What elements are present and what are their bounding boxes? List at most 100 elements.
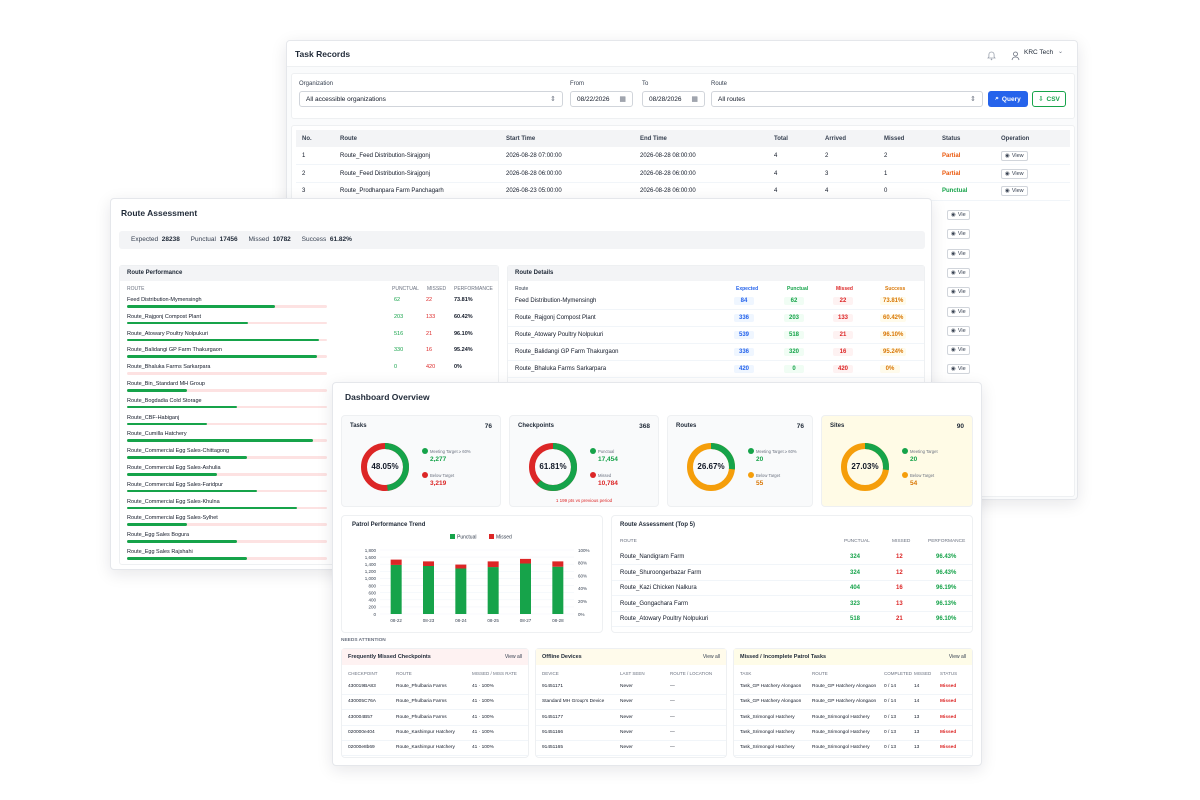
view-button[interactable]: ◉Vie bbox=[947, 287, 970, 298]
query-button[interactable]: ⌕ Query bbox=[988, 91, 1028, 107]
perf-route-name: Route_Commercial Egg Sales-Sylhet bbox=[127, 515, 218, 522]
from-label: From bbox=[570, 81, 584, 87]
view-button[interactable]: ◉Vie bbox=[947, 345, 970, 356]
route-assessment-title: Route Assessment bbox=[121, 208, 198, 218]
route-performance-card: Route Performance ROUTE PUNCTUAL MISSED … bbox=[119, 265, 499, 565]
bar-punctual bbox=[455, 568, 467, 614]
route-value: All routes bbox=[718, 96, 746, 103]
detail-expected: 336 bbox=[734, 348, 754, 356]
table-row bbox=[536, 695, 726, 711]
perf-route-name: Route_Egg Sales Rajshahi bbox=[127, 549, 193, 555]
attention-cell-route: Route_GP Hatchery Alongaon bbox=[812, 684, 877, 689]
legend-label-punctual: Punctual bbox=[457, 535, 476, 541]
perf-route-name: Feed Distribution-Mymensingh bbox=[127, 297, 202, 303]
y2-tick-label: 60% bbox=[578, 573, 587, 578]
perf-percent: 73.81% bbox=[454, 297, 473, 303]
details-col-punctual: Punctual bbox=[787, 286, 809, 292]
csv-button[interactable]: ⇩ CSV bbox=[1032, 91, 1066, 107]
route-performance-title: Route Performance bbox=[127, 270, 183, 276]
to-label: To bbox=[642, 81, 649, 87]
donut-chart bbox=[529, 443, 577, 491]
bar-punctual bbox=[552, 566, 564, 614]
kpi-card-count: 76 bbox=[484, 423, 492, 430]
detail-expected: 539 bbox=[734, 331, 754, 339]
top5-punctual: 518 bbox=[850, 616, 861, 622]
details-col-missed: Missed bbox=[836, 286, 853, 292]
donut-chart bbox=[841, 443, 889, 491]
legend-value: 3,219 bbox=[430, 480, 447, 487]
top5-perf: 96.10% bbox=[936, 616, 957, 622]
view-button[interactable]: ◉Vie bbox=[947, 364, 970, 375]
punctual-value: 17456 bbox=[219, 236, 238, 243]
donut-chart bbox=[361, 443, 409, 491]
attention-cell-route: Route_Srimongol Hatchery bbox=[812, 729, 870, 735]
perf-route-name: Route_Cumilla Hatchery bbox=[127, 431, 187, 438]
view-button[interactable]: ◉ View bbox=[1001, 150, 1028, 161]
donut-percent: 48.05% bbox=[371, 462, 399, 471]
user-name[interactable]: KRC Tech bbox=[1024, 49, 1054, 56]
row-total: 4 bbox=[768, 164, 819, 184]
details-col-expected: Expected bbox=[736, 286, 759, 292]
bar-missed bbox=[423, 561, 434, 566]
row-route: Route_Feed Distribution-Sirajgonj bbox=[334, 147, 500, 166]
calendar-icon[interactable]: ▦ bbox=[691, 96, 698, 103]
view-button[interactable]: ◉Vie bbox=[947, 229, 970, 240]
view-button[interactable]: ◉ View bbox=[1001, 186, 1028, 197]
view-button[interactable]: ◉Vie bbox=[947, 267, 970, 278]
kpi-card-footer: 1 199 pts vs previous period bbox=[555, 498, 613, 503]
table-row bbox=[536, 711, 726, 726]
legend-label-missed: Missed bbox=[496, 535, 512, 541]
perf-bar-fill bbox=[127, 473, 217, 476]
perf-bar-fill bbox=[127, 439, 313, 442]
legend-value: 10,784 bbox=[598, 480, 618, 487]
user-icon[interactable] bbox=[1011, 48, 1020, 66]
attention-cell-cp: 430005C76A bbox=[348, 699, 377, 705]
row-missed: 1 bbox=[878, 164, 936, 184]
detail-punctual: 320 bbox=[784, 348, 804, 356]
view-all-link[interactable]: View all bbox=[948, 654, 966, 660]
trend-chart: Punctual Missed 1,800 1,600 1,400 1,200 1,000 8… bbox=[365, 534, 590, 623]
perf-bar-track bbox=[127, 389, 327, 392]
view-button[interactable]: ◉Vie bbox=[947, 325, 970, 336]
calendar-icon[interactable]: ▦ bbox=[619, 96, 626, 103]
route-select[interactable]: All routes ⇕ bbox=[711, 91, 983, 107]
perf-bar-fill bbox=[127, 506, 297, 510]
kpi-card-title: Routes bbox=[676, 423, 697, 429]
bar-missed bbox=[487, 561, 499, 568]
table-row bbox=[612, 612, 972, 627]
to-date-input[interactable]: 08/28/2026 ▦ bbox=[642, 91, 705, 107]
perf-missed: 133 bbox=[426, 313, 436, 320]
view-button[interactable]: ◉ View bbox=[1001, 168, 1028, 179]
from-date-value: 08/22/2026 bbox=[577, 96, 610, 103]
table-row bbox=[734, 741, 972, 757]
attention-cell-status: Missed bbox=[940, 729, 957, 735]
view-button[interactable]: ◉Vie bbox=[947, 210, 970, 220]
chevron-down-icon[interactable]: ⌄ bbox=[1058, 49, 1064, 55]
view-button[interactable]: ◉Vie bbox=[947, 306, 970, 317]
view-all-link[interactable]: View all bbox=[702, 654, 720, 660]
organization-select[interactable]: All accessible organizations ⇕ bbox=[299, 91, 563, 107]
attention-cell-route: Route_Srimongol Hatchery bbox=[812, 745, 870, 751]
attention-cell-status: Missed bbox=[940, 684, 957, 689]
attention-card-header: Offline Devices View all bbox=[536, 649, 726, 665]
trend-title: Patrol Performance Trend bbox=[352, 522, 426, 528]
legend-value: 17,454 bbox=[598, 456, 618, 463]
view-all-link[interactable]: View all bbox=[504, 654, 522, 660]
donut-percent: 61.81% bbox=[539, 462, 567, 471]
detail-punctual: 203 bbox=[784, 314, 804, 322]
from-date-input[interactable]: 08/22/2026 ▦ bbox=[570, 91, 633, 107]
bell-icon[interactable] bbox=[987, 48, 996, 66]
y2-tick-label: 100% bbox=[578, 548, 590, 553]
kpi-card-title: Sites bbox=[830, 423, 845, 429]
donut-value-arc bbox=[361, 443, 409, 491]
x-tick-label: 08-27 bbox=[520, 618, 532, 623]
view-button[interactable]: ◉Vie bbox=[947, 248, 970, 259]
perf-route-name: Route_Commercial Egg Sales-Khulna bbox=[127, 498, 220, 505]
view-label: Vie bbox=[957, 231, 966, 238]
legend-value: 55 bbox=[756, 480, 764, 487]
details-col-route: Route bbox=[515, 286, 529, 292]
detail-punctual: 518 bbox=[784, 331, 804, 339]
perf-bar-fill bbox=[127, 557, 247, 560]
x-tick-label: 08-23 bbox=[423, 618, 435, 623]
attention-col-header: TASK bbox=[740, 671, 752, 676]
